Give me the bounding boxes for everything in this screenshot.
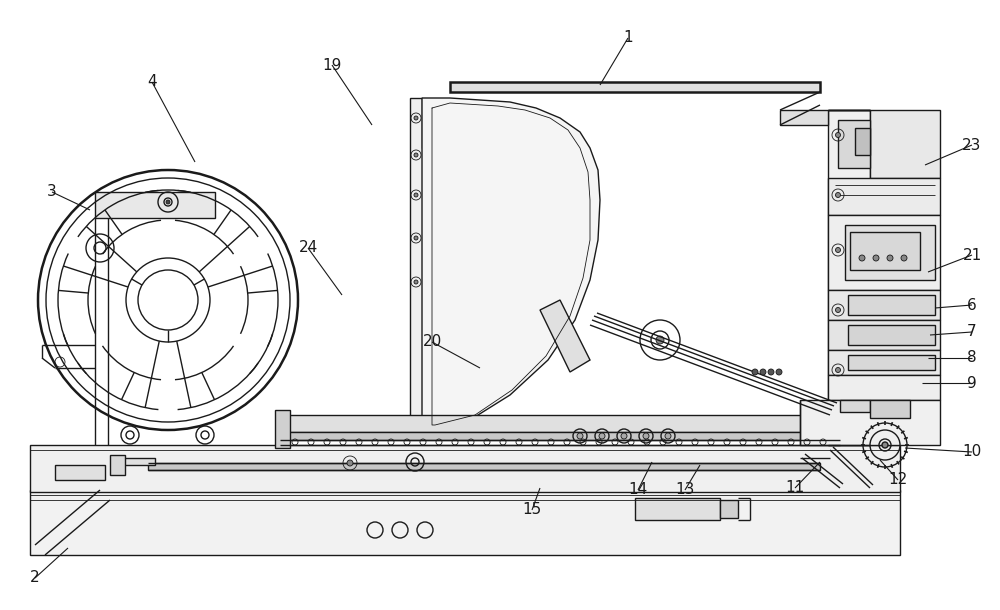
Text: 19: 19 bbox=[322, 57, 342, 73]
Circle shape bbox=[768, 369, 774, 375]
Polygon shape bbox=[110, 455, 125, 475]
Circle shape bbox=[414, 153, 418, 157]
Circle shape bbox=[752, 369, 758, 375]
Circle shape bbox=[859, 255, 865, 261]
Polygon shape bbox=[845, 225, 935, 280]
Polygon shape bbox=[870, 400, 910, 418]
Circle shape bbox=[656, 336, 664, 344]
Polygon shape bbox=[828, 178, 940, 215]
Text: 12: 12 bbox=[888, 473, 908, 487]
Polygon shape bbox=[30, 445, 900, 492]
Circle shape bbox=[873, 255, 879, 261]
Polygon shape bbox=[95, 192, 215, 218]
Polygon shape bbox=[280, 415, 840, 432]
Polygon shape bbox=[855, 128, 870, 155]
Polygon shape bbox=[828, 375, 940, 400]
Circle shape bbox=[882, 442, 888, 448]
Polygon shape bbox=[828, 110, 870, 445]
Polygon shape bbox=[148, 463, 820, 470]
Polygon shape bbox=[838, 120, 870, 168]
Circle shape bbox=[901, 255, 907, 261]
Polygon shape bbox=[840, 400, 870, 412]
Polygon shape bbox=[410, 98, 440, 430]
Polygon shape bbox=[828, 290, 940, 320]
Polygon shape bbox=[422, 98, 600, 430]
Polygon shape bbox=[848, 295, 935, 315]
Text: 14: 14 bbox=[628, 483, 648, 498]
Circle shape bbox=[414, 236, 418, 240]
Polygon shape bbox=[450, 82, 820, 92]
Circle shape bbox=[414, 280, 418, 284]
Text: 1: 1 bbox=[623, 30, 633, 46]
Polygon shape bbox=[850, 232, 920, 270]
Polygon shape bbox=[635, 498, 720, 520]
Text: 10: 10 bbox=[962, 445, 982, 459]
Circle shape bbox=[577, 433, 583, 439]
Polygon shape bbox=[828, 110, 940, 178]
Text: 20: 20 bbox=[422, 334, 442, 350]
Text: 21: 21 bbox=[962, 248, 982, 262]
Polygon shape bbox=[800, 400, 940, 445]
Text: 4: 4 bbox=[147, 74, 157, 90]
Circle shape bbox=[621, 433, 627, 439]
Circle shape bbox=[166, 200, 170, 204]
Polygon shape bbox=[55, 465, 105, 480]
Text: 6: 6 bbox=[967, 298, 977, 312]
Polygon shape bbox=[540, 300, 590, 372]
Polygon shape bbox=[848, 325, 935, 345]
Polygon shape bbox=[780, 110, 828, 125]
Text: 23: 23 bbox=[962, 137, 982, 152]
Circle shape bbox=[665, 433, 671, 439]
Polygon shape bbox=[720, 500, 738, 518]
Text: 11: 11 bbox=[785, 481, 805, 495]
Text: 3: 3 bbox=[47, 184, 57, 199]
Circle shape bbox=[776, 369, 782, 375]
Polygon shape bbox=[120, 458, 155, 465]
Polygon shape bbox=[828, 215, 940, 290]
Polygon shape bbox=[280, 432, 840, 440]
Circle shape bbox=[414, 116, 418, 120]
Text: 2: 2 bbox=[30, 570, 40, 586]
Circle shape bbox=[836, 307, 840, 312]
Polygon shape bbox=[275, 410, 290, 448]
Circle shape bbox=[760, 369, 766, 375]
Circle shape bbox=[414, 193, 418, 197]
Text: 9: 9 bbox=[967, 376, 977, 390]
Circle shape bbox=[836, 193, 840, 198]
Polygon shape bbox=[30, 490, 900, 555]
Circle shape bbox=[836, 248, 840, 253]
Circle shape bbox=[887, 255, 893, 261]
Text: 8: 8 bbox=[967, 351, 977, 365]
Circle shape bbox=[599, 433, 605, 439]
Polygon shape bbox=[828, 320, 940, 350]
Circle shape bbox=[643, 433, 649, 439]
Text: 15: 15 bbox=[522, 503, 542, 517]
Circle shape bbox=[347, 460, 353, 466]
Circle shape bbox=[836, 132, 840, 137]
Circle shape bbox=[836, 367, 840, 373]
Polygon shape bbox=[848, 355, 935, 370]
Text: 24: 24 bbox=[298, 240, 318, 256]
Text: 7: 7 bbox=[967, 325, 977, 340]
Polygon shape bbox=[828, 350, 940, 375]
Text: 13: 13 bbox=[675, 483, 695, 498]
